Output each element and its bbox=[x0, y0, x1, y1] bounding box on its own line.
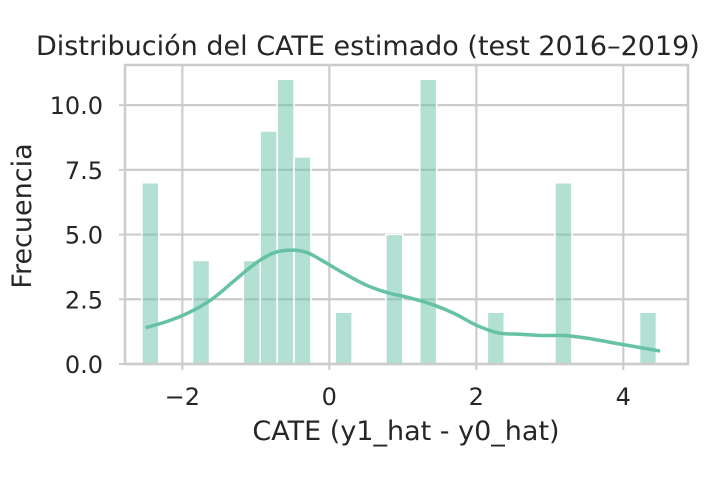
histogram-bar bbox=[242, 259, 261, 365]
chart-title: Distribución del CATE estimado (test 201… bbox=[36, 31, 700, 62]
histogram-bar bbox=[638, 311, 658, 365]
y-tick-label: 7.5 bbox=[65, 157, 103, 185]
kde-curve bbox=[145, 248, 661, 353]
y-tick-label: 5.0 bbox=[65, 222, 103, 250]
x-tick-label: 0 bbox=[322, 383, 337, 411]
plot-frame bbox=[123, 63, 690, 366]
histogram-bar bbox=[259, 130, 278, 365]
histogram-bars bbox=[141, 78, 658, 365]
x-axis-label: CATE (y1_hat - y0_hat) bbox=[252, 416, 559, 447]
histogram-bar bbox=[385, 233, 404, 365]
y-tick-label: 2.5 bbox=[65, 286, 103, 314]
y-tick-label: 10.0 bbox=[50, 92, 103, 120]
x-tick-label: 2 bbox=[469, 383, 484, 411]
y-tick-label: 0.0 bbox=[65, 351, 103, 379]
x-axis-ticks: −2 0 2 4 bbox=[165, 364, 631, 411]
y-axis-label: Frecuencia bbox=[7, 143, 38, 288]
histogram-bar bbox=[418, 78, 438, 365]
x-tick-label: −2 bbox=[165, 383, 200, 411]
y-axis-ticks: 0.0 2.5 5.0 7.5 10.0 bbox=[50, 92, 125, 379]
histogram-bar bbox=[486, 311, 506, 365]
histogram-bar bbox=[141, 182, 160, 365]
kde-line bbox=[145, 248, 661, 353]
histogram-bar bbox=[334, 311, 353, 365]
histogram-bar bbox=[276, 78, 295, 365]
histogram-bar bbox=[293, 156, 312, 365]
histogram-bar bbox=[191, 259, 211, 365]
x-tick-label: 4 bbox=[616, 383, 631, 411]
